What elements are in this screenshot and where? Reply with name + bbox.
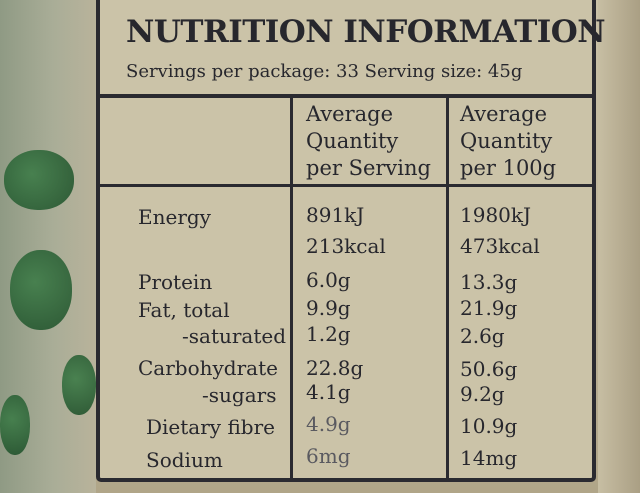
per100-value: 1980kJ [460,203,532,227]
print-blob [10,250,72,330]
row-label: Carbohydrate [138,356,278,380]
servings-line: Servings per package: 33 Serving size: 4… [126,61,523,82]
header-line: per 100g [460,156,557,180]
panel-title: NUTRITION INFORMATION [126,14,606,50]
per100-value: 50.6g [460,357,518,381]
header-per-serving: Average Quantity per Serving [306,101,431,182]
header-line: Average [460,102,548,126]
header-line: Average [306,102,394,126]
col-divider-1 [290,96,293,481]
serving-value: 6.0g [306,268,351,292]
serving-value: 1.2g [306,322,351,346]
per100-value: 2.6g [460,324,505,348]
print-blob [0,395,30,455]
package-print-left [0,0,96,493]
col-divider-2 [446,96,449,481]
row-label: -sugars [202,383,277,407]
per100-value: 21.9g [460,296,518,320]
per100-value: 473kcal [460,234,540,258]
serving-value: 22.8g [306,356,364,380]
row-label: Energy [138,205,211,229]
header-line: Quantity [306,129,399,153]
per100-value: 10.9g [460,414,518,438]
serving-value: 9.9g [306,296,351,320]
per100-value: 9.2g [460,382,505,406]
print-blob [4,150,74,210]
row-label: Fat, total [138,298,230,322]
per100-value: 14mg [460,446,518,470]
serving-value: 4.1g [306,380,351,404]
header-per-100g: Average Quantity per 100g [460,101,556,182]
row-label: Dietary fibre [146,415,275,439]
header-line: Quantity [460,129,553,153]
nutrition-panel: NUTRITION INFORMATION Servings per packa… [96,0,606,482]
header-line: per Serving [306,156,431,180]
serving-value: 4.9g [306,412,351,436]
row-label: Sodium [146,448,223,472]
serving-value: 891kJ [306,203,365,227]
row-label: Protein [138,270,213,294]
package-edge-right [598,0,640,493]
rule-top [100,94,592,98]
print-blob [62,355,96,415]
serving-value: 6mg [306,444,351,468]
rule-header [100,184,592,187]
per100-value: 13.3g [460,270,518,294]
serving-value: 213kcal [306,234,386,258]
row-label: -saturated [182,324,287,348]
